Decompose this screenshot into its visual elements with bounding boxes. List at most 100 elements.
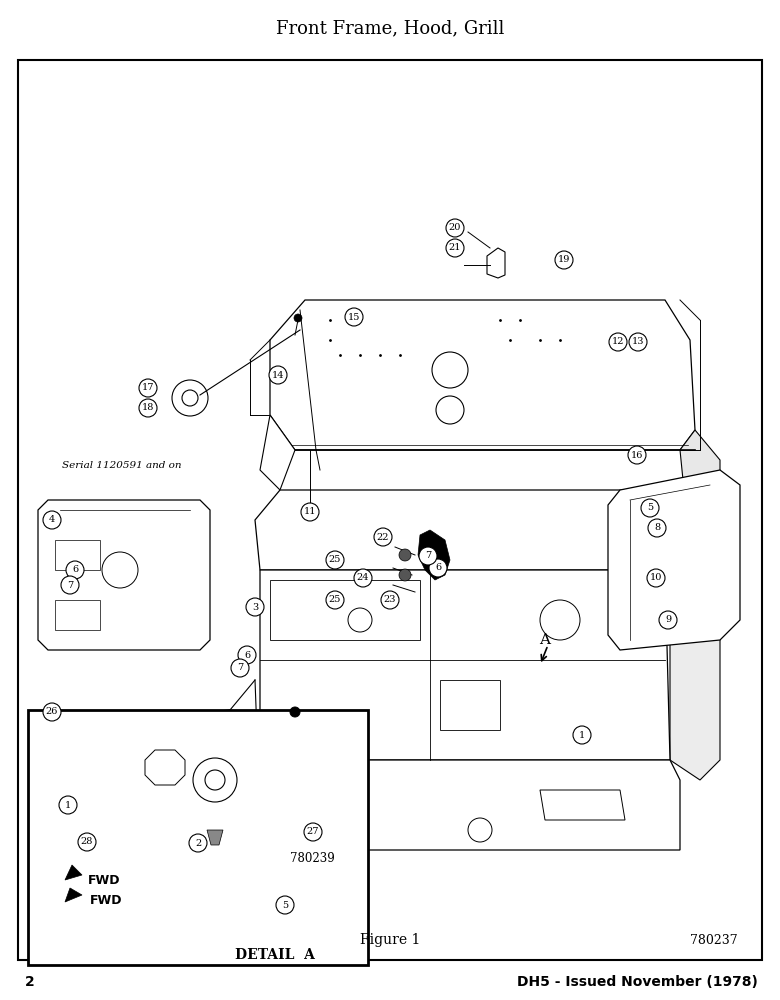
- Text: 1: 1: [579, 730, 585, 740]
- Circle shape: [290, 707, 300, 717]
- Text: 6: 6: [72, 566, 78, 574]
- Circle shape: [555, 251, 573, 269]
- Circle shape: [43, 511, 61, 529]
- Polygon shape: [418, 530, 450, 580]
- Polygon shape: [38, 500, 210, 650]
- Text: 22: 22: [377, 532, 389, 542]
- Text: 13: 13: [632, 338, 644, 347]
- Text: 3: 3: [252, 602, 258, 611]
- Polygon shape: [255, 490, 690, 570]
- Text: 7: 7: [425, 552, 431, 560]
- Text: 8: 8: [654, 524, 660, 532]
- Text: 21: 21: [448, 243, 461, 252]
- Text: FWD: FWD: [88, 874, 120, 886]
- Text: DH5 - Issued November (1978): DH5 - Issued November (1978): [517, 975, 758, 989]
- Circle shape: [374, 528, 392, 546]
- Circle shape: [276, 896, 294, 914]
- Circle shape: [429, 559, 447, 577]
- Polygon shape: [608, 470, 740, 650]
- Text: DETAIL  A: DETAIL A: [235, 948, 315, 962]
- Polygon shape: [207, 830, 223, 845]
- Circle shape: [326, 591, 344, 609]
- Text: 14: 14: [271, 370, 284, 379]
- Text: Front Frame, Hood, Grill: Front Frame, Hood, Grill: [276, 19, 504, 37]
- Circle shape: [231, 659, 249, 677]
- Circle shape: [304, 823, 322, 841]
- Circle shape: [301, 503, 319, 521]
- Text: 10: 10: [650, 574, 662, 582]
- Text: A: A: [540, 633, 551, 647]
- Text: 6: 6: [244, 650, 250, 660]
- Circle shape: [59, 796, 77, 814]
- Circle shape: [399, 549, 411, 561]
- Text: 23: 23: [384, 595, 396, 604]
- Circle shape: [659, 611, 677, 629]
- Text: Figure 1: Figure 1: [360, 933, 420, 947]
- Text: 27: 27: [307, 828, 319, 836]
- Text: 12: 12: [612, 338, 624, 347]
- Polygon shape: [260, 570, 670, 760]
- Text: FWD: FWD: [90, 894, 122, 906]
- Text: 26: 26: [46, 708, 58, 716]
- Text: 25: 25: [329, 595, 341, 604]
- Text: 24: 24: [356, 574, 369, 582]
- Circle shape: [61, 576, 79, 594]
- Text: 780237: 780237: [690, 934, 738, 946]
- Circle shape: [381, 591, 399, 609]
- Circle shape: [326, 551, 344, 569]
- Text: 5: 5: [647, 504, 653, 512]
- Circle shape: [609, 333, 627, 351]
- Circle shape: [238, 646, 256, 664]
- Text: 11: 11: [303, 508, 316, 516]
- Circle shape: [139, 379, 157, 397]
- Circle shape: [573, 726, 591, 744]
- Text: 1: 1: [65, 800, 71, 810]
- Circle shape: [189, 834, 207, 852]
- Text: 4: 4: [49, 516, 55, 524]
- Text: 9: 9: [665, 615, 671, 624]
- Circle shape: [446, 219, 464, 237]
- Circle shape: [641, 499, 659, 517]
- Circle shape: [78, 833, 96, 851]
- Circle shape: [399, 569, 411, 581]
- Text: 18: 18: [142, 403, 154, 412]
- Circle shape: [139, 399, 157, 417]
- Text: 20: 20: [448, 224, 461, 232]
- Text: 15: 15: [348, 312, 360, 322]
- Text: 19: 19: [558, 255, 570, 264]
- Text: 7: 7: [67, 580, 73, 589]
- Circle shape: [269, 366, 287, 384]
- Circle shape: [628, 446, 646, 464]
- Polygon shape: [65, 888, 82, 902]
- Circle shape: [66, 561, 84, 579]
- Text: 28: 28: [81, 838, 93, 846]
- Text: Serial 1120591 and on: Serial 1120591 and on: [62, 460, 182, 470]
- Circle shape: [354, 569, 372, 587]
- Circle shape: [345, 308, 363, 326]
- Polygon shape: [250, 760, 680, 850]
- Circle shape: [294, 314, 302, 322]
- Text: 6: 6: [435, 564, 441, 572]
- Polygon shape: [665, 540, 720, 780]
- Polygon shape: [38, 710, 245, 870]
- Circle shape: [648, 519, 666, 537]
- Circle shape: [246, 598, 264, 616]
- Text: 2: 2: [195, 838, 201, 848]
- Bar: [28, 710, 368, 965]
- Polygon shape: [540, 790, 625, 820]
- Circle shape: [419, 547, 437, 565]
- Polygon shape: [680, 430, 720, 520]
- Text: 7: 7: [237, 664, 243, 672]
- Polygon shape: [65, 865, 82, 880]
- Polygon shape: [260, 415, 295, 490]
- Text: 780239: 780239: [290, 852, 335, 864]
- Circle shape: [629, 333, 647, 351]
- Circle shape: [446, 239, 464, 257]
- Circle shape: [43, 703, 61, 721]
- Text: 2: 2: [25, 975, 35, 989]
- Text: 5: 5: [282, 900, 288, 910]
- Polygon shape: [270, 300, 695, 450]
- Text: 17: 17: [142, 383, 154, 392]
- Text: 25: 25: [329, 556, 341, 564]
- Circle shape: [647, 569, 665, 587]
